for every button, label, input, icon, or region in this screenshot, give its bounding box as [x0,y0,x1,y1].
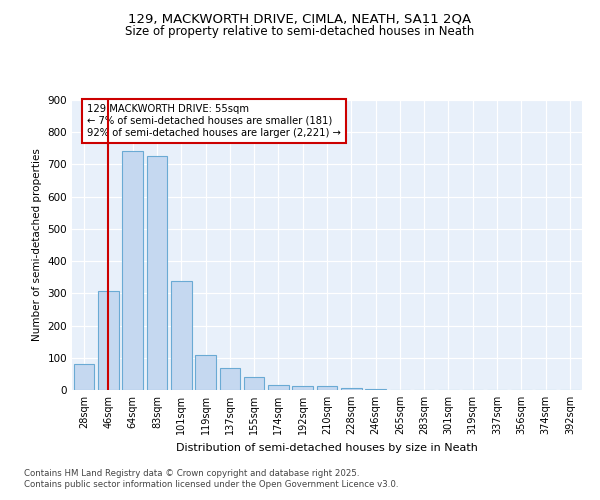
Bar [98,291,119,390]
Bar [268,385,289,390]
Bar [171,281,191,390]
Bar [317,386,337,390]
X-axis label: Distribution of semi-detached houses by size in Neath: Distribution of semi-detached houses by … [176,442,478,452]
Bar [146,156,167,390]
Y-axis label: Number of semi-detached properties: Number of semi-detached properties [32,148,42,342]
Text: 129 MACKWORTH DRIVE: 55sqm
← 7% of semi-detached houses are smaller (181)
92% of: 129 MACKWORTH DRIVE: 55sqm ← 7% of semi-… [88,104,341,138]
Bar [74,364,94,390]
Bar [122,150,143,390]
Text: Size of property relative to semi-detached houses in Neath: Size of property relative to semi-detach… [125,25,475,38]
Text: 129, MACKWORTH DRIVE, CIMLA, NEATH, SA11 2QA: 129, MACKWORTH DRIVE, CIMLA, NEATH, SA11… [128,12,472,26]
Bar [244,377,265,390]
Bar [195,354,216,390]
Text: Contains HM Land Registry data © Crown copyright and database right 2025.: Contains HM Land Registry data © Crown c… [24,468,359,477]
Bar [365,388,386,390]
Bar [292,386,313,390]
Bar [220,368,240,390]
Bar [341,388,362,390]
Text: Contains public sector information licensed under the Open Government Licence v3: Contains public sector information licen… [24,480,398,489]
